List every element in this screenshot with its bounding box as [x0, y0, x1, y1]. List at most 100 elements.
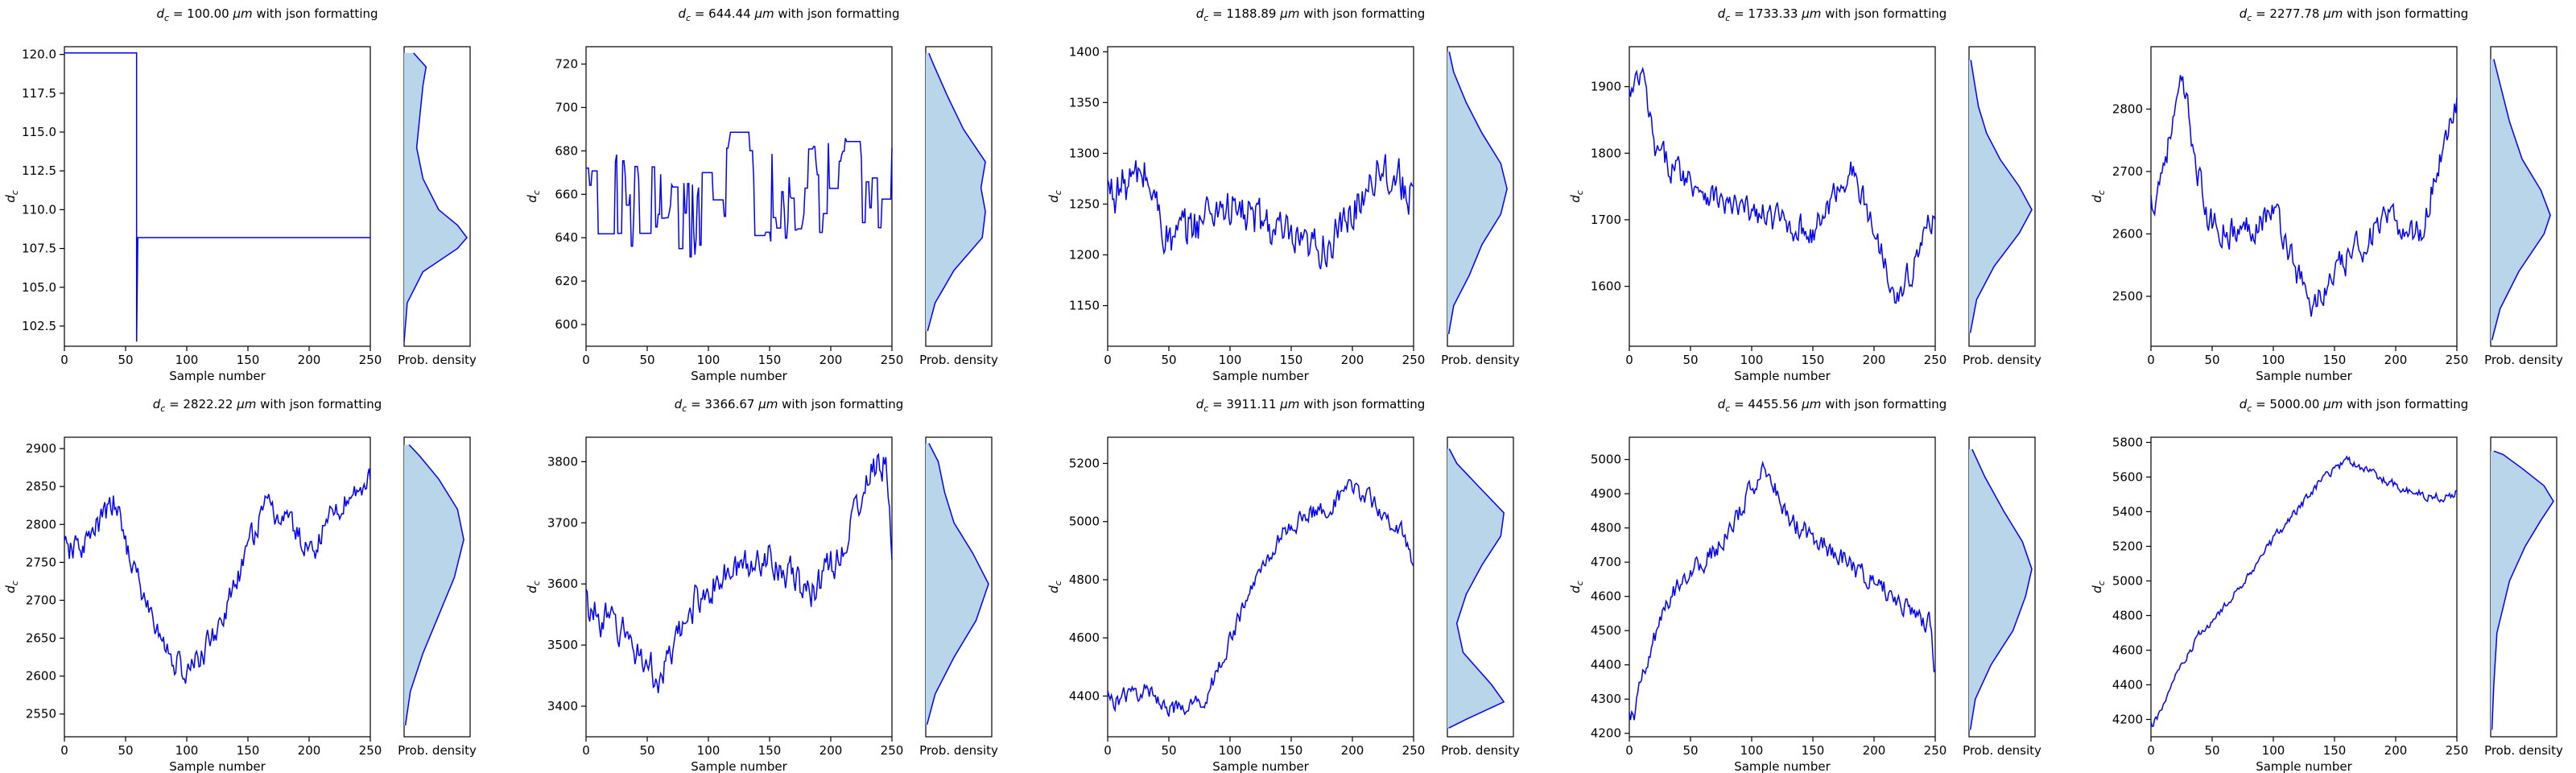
subplot-title: dc = 1188.89 μm with json formatting: [1196, 6, 1426, 23]
y-tick-label: 1800: [1591, 146, 1621, 160]
y-tick-label: 3500: [547, 638, 578, 652]
density-curve: [1447, 52, 1508, 335]
subplot-title: dc = 100.00 μm with json formatting: [156, 6, 378, 23]
subplot-7: dc = 3366.67 μm with json formatting 0 50 1…: [525, 397, 998, 773]
trace-line: [2150, 75, 2458, 317]
x-tick-label: 0: [2147, 743, 2155, 758]
density-axis-label: Prob. density: [398, 743, 477, 758]
y-axis-label: dc: [1046, 581, 1063, 593]
density-fill: [1969, 449, 2032, 730]
y-tick-label: 107.5: [22, 242, 56, 256]
density-fill: [926, 53, 986, 332]
density-fill: [2491, 59, 2551, 341]
y-tick-label: 4900: [1591, 486, 1621, 501]
subplot-2: dc = 644.44 μm with json formatting 0 50 10…: [525, 6, 998, 383]
subplot-title: dc = 3366.67 μm with json formatting: [675, 397, 904, 414]
density-axis-label: Prob. density: [1963, 743, 2041, 758]
y-tick-label: 117.5: [22, 86, 56, 101]
density-fill: [1447, 52, 1508, 334]
y-tick-label: 640: [555, 230, 578, 245]
x-tick-label: 0: [582, 353, 590, 367]
y-tick-label: 4200: [1591, 726, 1621, 741]
x-tick-label: 50: [118, 353, 133, 367]
y-tick-label: 1900: [1591, 80, 1621, 94]
density-curve: [2491, 59, 2551, 341]
x-tick-label: 0: [60, 743, 68, 758]
trace-line: [64, 52, 370, 342]
x-tick-label: 150: [758, 743, 782, 758]
y-tick-label: 110.0: [22, 202, 56, 217]
y-tick-label: 1350: [1069, 95, 1100, 110]
y-tick-label: 2700: [2112, 164, 2143, 179]
x-tick-label: 150: [2323, 743, 2347, 758]
x-tick-label: 200: [1341, 353, 1364, 367]
subplot-6: dc = 2822.22 μm with json formatting 0 50 1…: [3, 397, 477, 773]
x-axis-label: Sample number: [691, 759, 787, 773]
y-tick-label: 3800: [547, 454, 578, 469]
y-tick-label: 3700: [547, 515, 578, 530]
x-tick-label: 50: [1682, 743, 1698, 758]
trace-axes-frame: [1107, 436, 1414, 738]
x-tick-label: 200: [1863, 353, 1886, 367]
y-tick-label: 1600: [1591, 279, 1621, 294]
x-tick-label: 0: [2147, 353, 2155, 367]
x-tick-label: 100: [2262, 743, 2285, 758]
x-tick-label: 250: [881, 743, 904, 758]
y-tick-label: 5400: [2112, 504, 2143, 519]
y-tick-label: 5000: [2112, 573, 2143, 588]
density-axis-label: Prob. density: [919, 353, 998, 367]
subplot-9: dc = 4455.56 μm with json formatting 0 50 1…: [1568, 397, 2041, 773]
x-tick-label: 200: [1863, 743, 1886, 758]
density-curve: [926, 443, 989, 725]
x-tick-label: 100: [2262, 353, 2285, 367]
y-tick-label: 2750: [26, 555, 56, 569]
x-axis-label: Sample number: [169, 369, 266, 383]
y-tick-label: 720: [555, 57, 578, 72]
x-tick-label: 150: [758, 353, 782, 367]
y-tick-label: 4400: [1069, 688, 1100, 703]
trace-line: [1107, 479, 1414, 717]
subplot-4: dc = 1733.33 μm with json formatting 0 50 1…: [1568, 6, 2041, 383]
density-curve: [404, 444, 464, 726]
x-tick-label: 100: [697, 353, 720, 367]
subplot-title: dc = 2822.22 μm with json formatting: [153, 397, 382, 414]
trace-axes-frame: [64, 46, 371, 347]
trace-line: [586, 131, 893, 258]
y-tick-label: 112.5: [22, 163, 56, 178]
y-tick-label: 5000: [1591, 453, 1621, 467]
trace-line: [2150, 455, 2458, 727]
subplot-title: dc = 2277.78 μm with json formatting: [2240, 6, 2469, 23]
subplot-1: dc = 100.00 μm with json formatting 0 50 10…: [3, 6, 477, 383]
subplot-10: dc = 5000.00 μm with json formatting 0 50 1…: [2090, 397, 2563, 773]
density-curve: [2491, 450, 2554, 730]
x-tick-label: 50: [1161, 743, 1176, 758]
x-tick-label: 250: [1924, 353, 1947, 367]
subplot-title: dc = 1733.33 μm with json formatting: [1718, 6, 1947, 23]
density-curve: [927, 52, 986, 332]
x-tick-label: 250: [1402, 743, 1426, 758]
y-tick-label: 1700: [1591, 213, 1621, 227]
x-tick-label: 200: [2384, 743, 2408, 758]
x-axis-label: Sample number: [1734, 759, 1831, 773]
x-tick-label: 100: [697, 743, 720, 758]
y-axis-label: dc: [1568, 190, 1585, 203]
density-fill: [1447, 449, 1505, 729]
y-tick-label: 2850: [26, 479, 56, 494]
x-tick-label: 150: [1802, 743, 1825, 758]
y-tick-label: 700: [555, 100, 578, 114]
y-tick-label: 2500: [2112, 289, 2143, 304]
x-tick-label: 150: [1802, 353, 1825, 367]
x-tick-label: 50: [639, 743, 654, 758]
y-tick-label: 660: [555, 187, 578, 201]
x-tick-label: 100: [1219, 353, 1242, 367]
y-tick-label: 5000: [1069, 515, 1100, 529]
x-tick-label: 0: [1625, 353, 1633, 367]
y-tick-label: 2900: [26, 441, 56, 456]
x-tick-label: 250: [2446, 353, 2469, 367]
trace-axes-frame: [1629, 436, 1936, 738]
density-curve: [1448, 449, 1505, 729]
x-axis-label: Sample number: [2256, 369, 2352, 383]
y-tick-label: 1300: [1069, 146, 1100, 160]
y-tick-label: 1400: [1069, 44, 1100, 59]
y-tick-label: 680: [555, 143, 578, 158]
